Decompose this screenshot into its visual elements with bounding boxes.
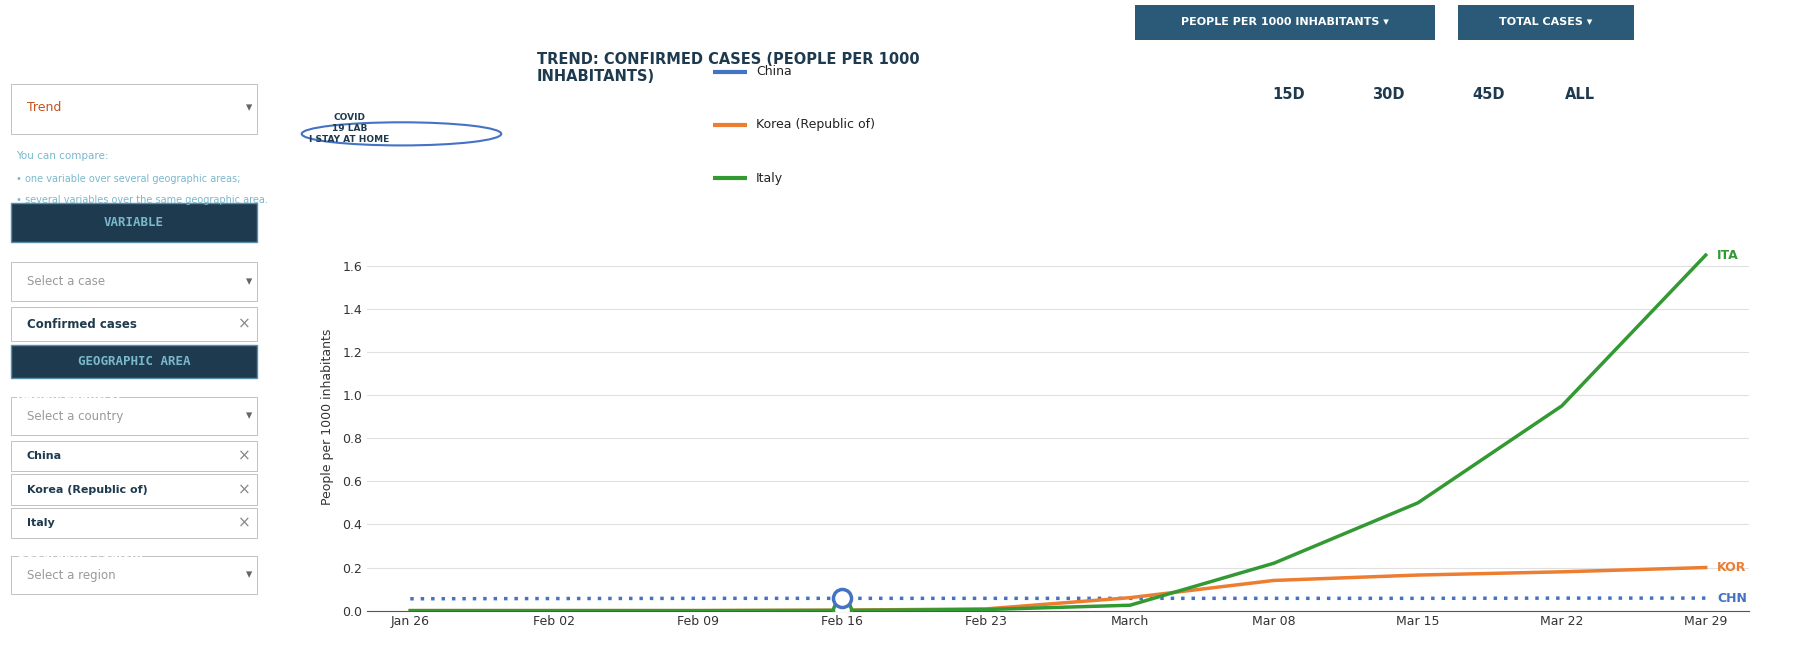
Text: 30D: 30D bbox=[1372, 87, 1405, 102]
FancyBboxPatch shape bbox=[11, 262, 258, 301]
Text: Italy: Italy bbox=[755, 172, 783, 185]
Text: Nation/Country:: Nation/Country: bbox=[16, 389, 121, 402]
Text: ×: × bbox=[238, 482, 251, 497]
FancyBboxPatch shape bbox=[11, 203, 258, 242]
Text: Type of chart:: Type of chart: bbox=[16, 70, 108, 83]
FancyBboxPatch shape bbox=[11, 307, 258, 341]
Y-axis label: People per 1000 inhabitants: People per 1000 inhabitants bbox=[321, 329, 334, 505]
Text: Korea (Republic of): Korea (Republic of) bbox=[27, 485, 148, 495]
Text: ▾: ▾ bbox=[245, 409, 252, 423]
Text: Geographic region:: Geographic region: bbox=[16, 547, 144, 560]
Text: Confirmed cases: Confirmed cases bbox=[27, 317, 137, 331]
Text: ▾: ▾ bbox=[245, 274, 252, 288]
FancyBboxPatch shape bbox=[1457, 5, 1634, 40]
Text: CHN: CHN bbox=[1716, 592, 1747, 605]
Text: EDIT THE CHART: EDIT THE CHART bbox=[16, 17, 169, 35]
Text: TOTAL CASES ▾: TOTAL CASES ▾ bbox=[1498, 17, 1592, 28]
Text: 45D: 45D bbox=[1471, 87, 1504, 102]
Text: ×: × bbox=[238, 317, 251, 331]
Text: VARIABLE: VARIABLE bbox=[105, 215, 164, 229]
Text: You can compare:: You can compare: bbox=[16, 151, 108, 161]
FancyBboxPatch shape bbox=[11, 397, 258, 435]
Text: Select a region: Select a region bbox=[27, 568, 115, 582]
Text: Select a case: Select a case bbox=[27, 274, 105, 288]
FancyBboxPatch shape bbox=[11, 441, 258, 471]
Text: ▾: ▾ bbox=[245, 568, 252, 582]
FancyBboxPatch shape bbox=[11, 474, 258, 505]
Text: Covid-19 Cases:: Covid-19 Cases: bbox=[16, 252, 123, 265]
FancyBboxPatch shape bbox=[11, 84, 258, 134]
Text: TREND: CONFIRMED CASES (PEOPLE PER 1000
INHABITANTS): TREND: CONFIRMED CASES (PEOPLE PER 1000 … bbox=[537, 52, 920, 85]
Text: China: China bbox=[755, 65, 792, 78]
Text: PEOPLE PER 1000 INHABITANTS ▾: PEOPLE PER 1000 INHABITANTS ▾ bbox=[1181, 17, 1388, 28]
Text: 15D: 15D bbox=[1273, 87, 1305, 102]
Text: Korea (Republic of): Korea (Republic of) bbox=[755, 119, 874, 132]
Text: ▾: ▾ bbox=[245, 101, 252, 114]
Text: • one variable over several geographic areas;: • one variable over several geographic a… bbox=[16, 174, 240, 185]
Text: Trend: Trend bbox=[27, 101, 61, 114]
Text: China: China bbox=[27, 452, 61, 461]
FancyBboxPatch shape bbox=[11, 508, 258, 538]
FancyBboxPatch shape bbox=[11, 556, 258, 594]
FancyBboxPatch shape bbox=[1136, 5, 1435, 40]
Text: COVID
19 LAB
I STAY AT HOME: COVID 19 LAB I STAY AT HOME bbox=[308, 113, 389, 144]
Text: ×: × bbox=[238, 449, 251, 464]
FancyBboxPatch shape bbox=[11, 345, 258, 378]
Text: Select a country: Select a country bbox=[27, 409, 123, 423]
Text: ALL: ALL bbox=[1565, 87, 1596, 102]
Text: GEOGRAPHIC AREA: GEOGRAPHIC AREA bbox=[78, 355, 189, 368]
Text: KOR: KOR bbox=[1716, 561, 1747, 574]
Text: • several variables over the same geographic area.: • several variables over the same geogra… bbox=[16, 195, 269, 205]
Text: ITA: ITA bbox=[1716, 248, 1738, 262]
Text: Italy: Italy bbox=[27, 519, 54, 528]
Text: ×: × bbox=[238, 516, 251, 531]
